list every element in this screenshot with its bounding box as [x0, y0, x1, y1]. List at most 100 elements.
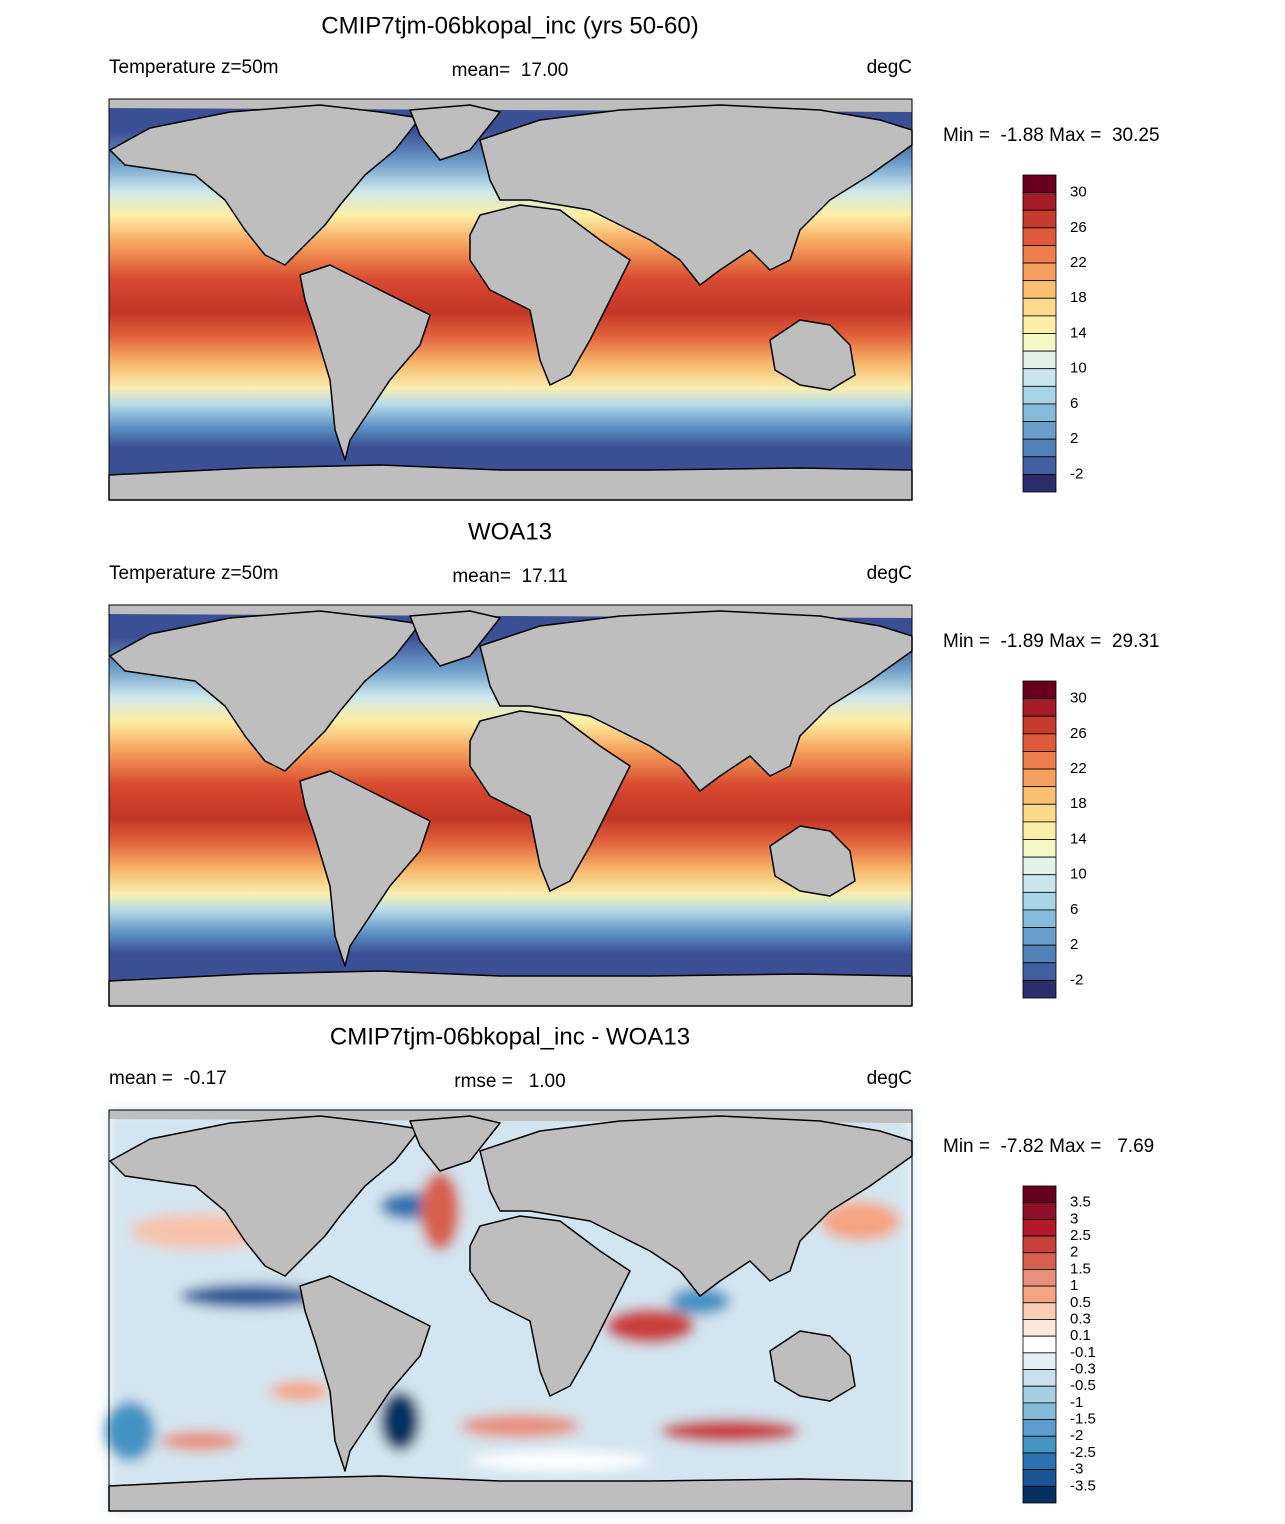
colorbar-label: -2	[1070, 465, 1083, 482]
colorbar-box	[1022, 733, 1057, 752]
colorbar-label: -3.5	[1070, 1477, 1096, 1494]
units: degC	[867, 57, 912, 78]
center-label: mean= 17.00	[452, 60, 569, 81]
colorbar-box	[1022, 421, 1057, 440]
map-frame	[108, 98, 913, 501]
colorbar-label: 2	[1070, 430, 1078, 447]
colorbar-label: 14	[1070, 324, 1087, 341]
panel-title: WOA13	[468, 518, 552, 545]
colorbar-box	[1022, 874, 1057, 893]
min-max: Min = -7.82 Max = 7.69	[943, 1136, 1154, 1157]
colorbar-box	[1022, 1218, 1057, 1237]
colorbar-box	[1022, 227, 1057, 246]
map-frame	[108, 1109, 913, 1512]
colorbar-box	[1022, 1235, 1057, 1254]
panel-title: CMIP7tjm-06bkopal_inc - WOA13	[330, 1023, 690, 1050]
panel-title: CMIP7tjm-06bkopal_inc (yrs 50-60)	[321, 12, 698, 39]
colorbar-label: -1	[1070, 1394, 1083, 1411]
colorbar-label: -2	[1070, 971, 1083, 988]
colorbar-box	[1022, 297, 1057, 317]
colorbar-box	[1022, 1302, 1057, 1320]
colorbar-box	[1022, 1435, 1057, 1454]
center-label: rmse = 1.00	[454, 1071, 565, 1092]
colorbar-box	[1022, 891, 1057, 911]
min-max: Min = -1.88 Max = 30.25	[943, 125, 1160, 146]
colorbar-box	[1022, 1469, 1057, 1487]
left-label: mean = -0.17	[109, 1068, 227, 1089]
colorbar-label: -0.5	[1070, 1377, 1096, 1394]
colorbar-label: 10	[1070, 360, 1087, 377]
colorbar-box	[1022, 368, 1057, 387]
colorbar-box	[1022, 768, 1057, 788]
colorbar-box	[1022, 385, 1057, 405]
colorbar-box	[1022, 174, 1057, 194]
colorbar-label: 22	[1070, 760, 1087, 777]
colorbar-label: 22	[1070, 254, 1087, 271]
min-max: Min = -1.89 Max = 29.31	[943, 631, 1160, 652]
colorbar-label: 18	[1070, 795, 1087, 812]
colorbar-label: 2	[1070, 936, 1078, 953]
colorbar-box	[1022, 209, 1057, 229]
colorbar-box	[1022, 1419, 1057, 1437]
left-label: Temperature z=50m	[109, 563, 279, 584]
colorbar-box	[1022, 473, 1057, 493]
colorbar-label: 26	[1070, 725, 1087, 742]
colorbar-label: -3	[1070, 1461, 1083, 1478]
map	[108, 604, 913, 1007]
map-frame	[108, 604, 913, 1007]
colorbar-box	[1022, 979, 1057, 999]
colorbar-label: 6	[1070, 901, 1078, 918]
colorbar-box	[1022, 1202, 1057, 1220]
colorbar-label: 0.5	[1070, 1294, 1091, 1311]
colorbar-box	[1022, 1335, 1057, 1354]
colorbar-box	[1022, 821, 1057, 840]
colorbar-box	[1022, 751, 1057, 770]
colorbar-box	[1022, 786, 1057, 805]
colorbar-box	[1022, 1369, 1057, 1387]
colorbar-box	[1022, 962, 1057, 981]
colorbar-box	[1022, 280, 1057, 299]
colorbar-box	[1022, 438, 1057, 458]
colorbar-box	[1022, 245, 1057, 264]
units: degC	[867, 1068, 912, 1089]
units: degC	[867, 563, 912, 584]
colorbar-box	[1022, 1252, 1057, 1270]
colorbar-box	[1022, 315, 1057, 334]
colorbar-box	[1022, 680, 1057, 700]
colorbar-box	[1022, 192, 1057, 211]
colorbar-box	[1022, 333, 1057, 352]
colorbar-label: 14	[1070, 830, 1087, 847]
colorbar-box	[1022, 1402, 1057, 1420]
colorbar-box	[1022, 403, 1057, 422]
colorbar-label: 1	[1070, 1277, 1078, 1294]
colorbar-box	[1022, 944, 1057, 964]
left-label: Temperature z=50m	[109, 57, 279, 78]
colorbar-label: 3.5	[1070, 1194, 1091, 1211]
map	[105, 1109, 913, 1512]
colorbar-box	[1022, 1352, 1057, 1370]
colorbar-label: 18	[1070, 289, 1087, 306]
colorbar-label: -2	[1070, 1427, 1083, 1444]
colorbar-label: 2.5	[1070, 1227, 1091, 1244]
colorbar-box	[1022, 456, 1057, 475]
colorbar-label: 26	[1070, 219, 1087, 236]
colorbar-label: 10	[1070, 866, 1087, 883]
colorbar-box	[1022, 350, 1057, 370]
colorbar-label: -0.1	[1070, 1344, 1096, 1361]
colorbar-box	[1022, 909, 1057, 928]
colorbar-box	[1022, 856, 1057, 876]
colorbar-label: 30	[1070, 690, 1087, 707]
colorbar-label: -0.3	[1070, 1360, 1096, 1377]
colorbar-box	[1022, 927, 1057, 946]
colorbar-box	[1022, 803, 1057, 823]
colorbar-box	[1022, 1319, 1057, 1337]
colorbar-label: -2.5	[1070, 1444, 1096, 1461]
colorbar-label: -1.5	[1070, 1411, 1096, 1428]
colorbar-label: 6	[1070, 395, 1078, 412]
colorbar-box	[1022, 839, 1057, 858]
center-label: mean= 17.11	[452, 566, 567, 587]
colorbar-label: 0.3	[1070, 1310, 1091, 1327]
colorbar-label: 3	[1070, 1210, 1078, 1227]
colorbar-box	[1022, 1452, 1057, 1471]
